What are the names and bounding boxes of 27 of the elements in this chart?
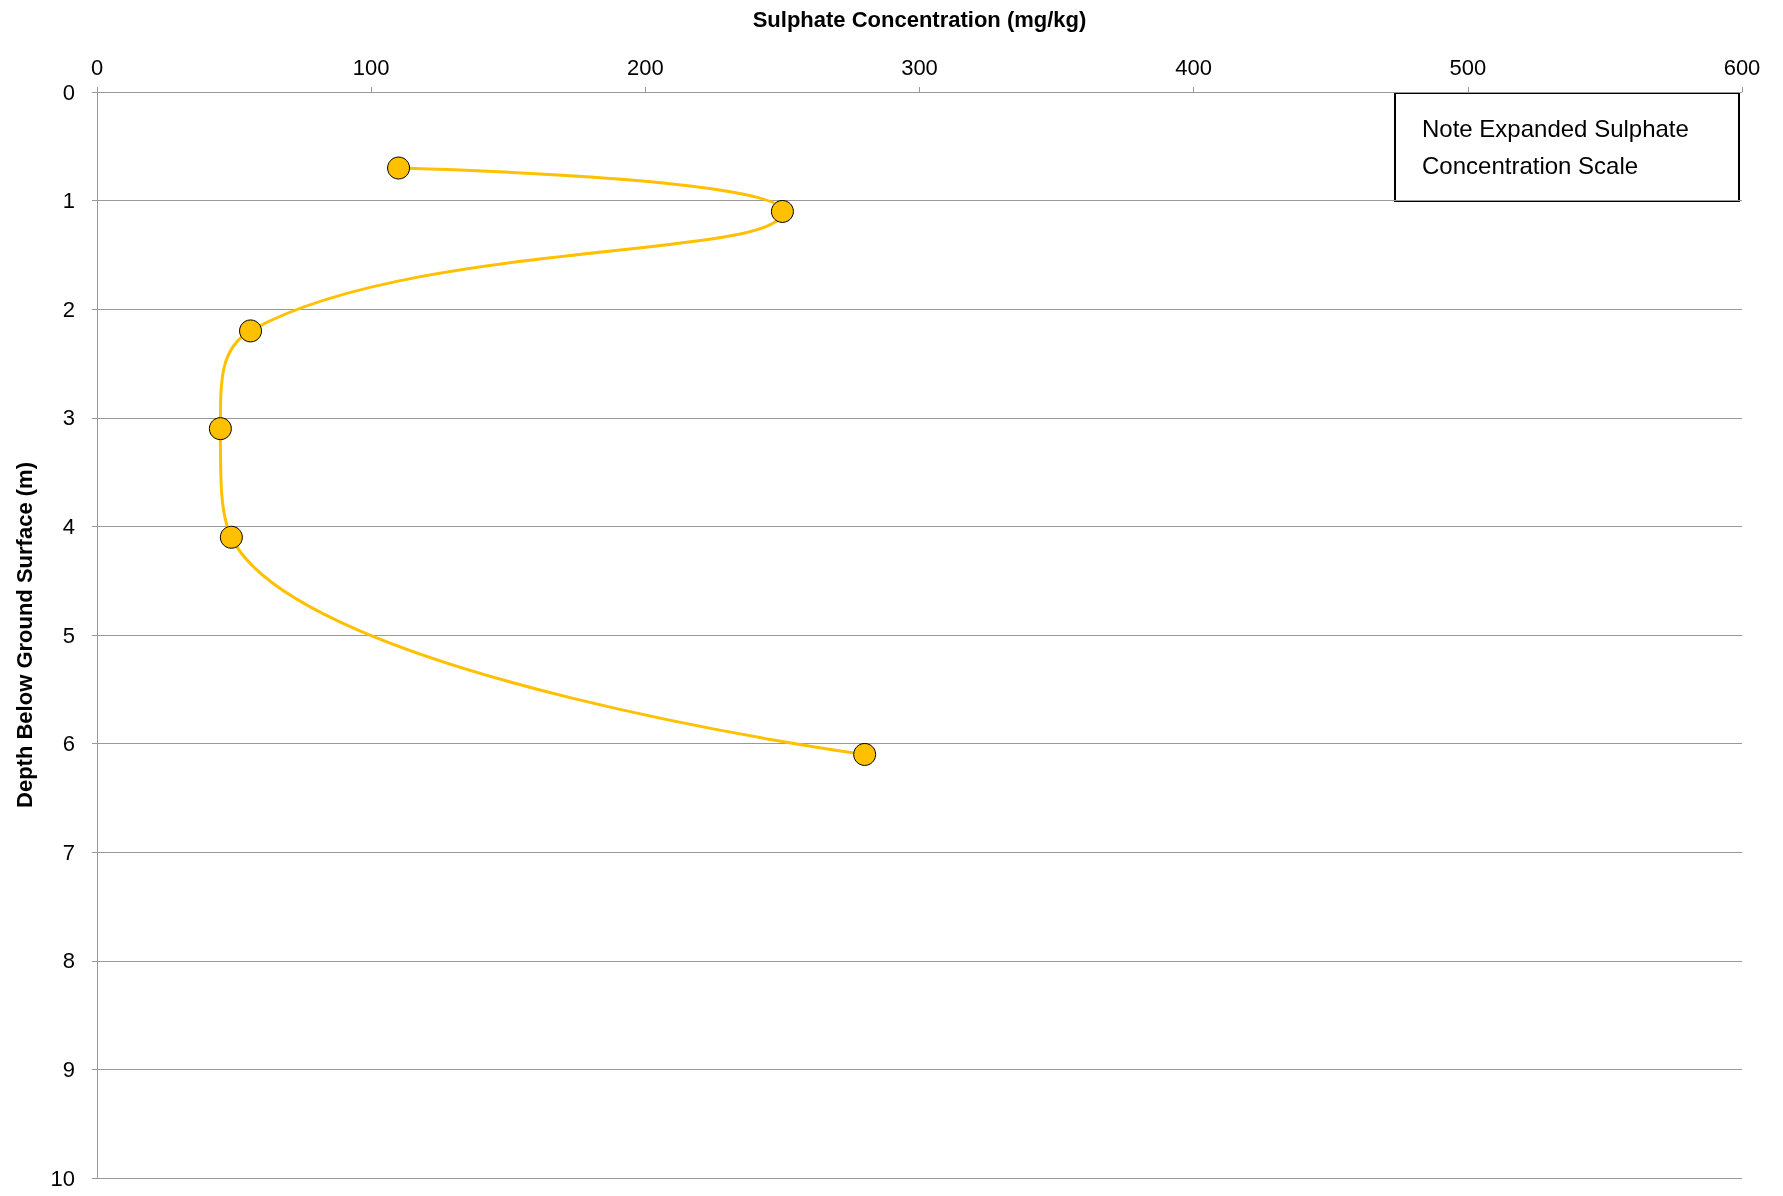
point [208,417,232,441]
x-tick-label: 100 [352,54,390,80]
y-tick-label: 9 [62,1056,75,1082]
y-tick-label: 7 [62,839,75,865]
y-tick-label: 3 [62,405,75,431]
annotation: Note Expanded Sulphate Concentration Scale [1422,115,1696,179]
point [770,199,794,223]
y-tick-label: 10 [50,1165,75,1191]
y-tick-label: 6 [62,731,75,757]
y-tick-label: 0 [62,79,75,105]
y-tick-label: 2 [62,296,75,322]
x-tick-label: 600 [1723,54,1761,80]
x-tick-label: 400 [1175,54,1213,80]
x-tick-label: 300 [901,54,938,80]
x-tick-label: 0 [90,54,104,80]
point [853,742,877,766]
point [239,319,263,343]
y-tick-label: 1 [62,188,75,214]
y-tick-label: 8 [62,948,75,974]
point [219,525,243,549]
y-tick-label: 5 [62,622,75,648]
point [387,156,411,180]
y-tick-label: 4 [62,513,75,539]
x-tick-label: 200 [626,54,664,80]
x-tick-label: 500 [1449,54,1487,80]
y-axis-title: Depth Below Ground Surface (m) [11,462,37,808]
x-axis-title: Sulphate Concentration (mg/kg) [752,6,1087,32]
